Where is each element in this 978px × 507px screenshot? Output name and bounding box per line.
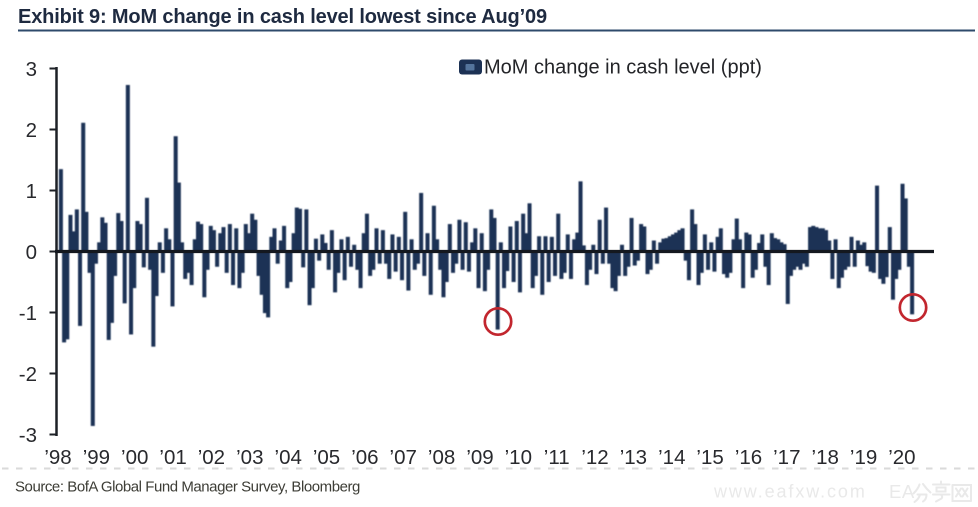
svg-text:-1: -1 [19,302,37,325]
svg-text:’18: ’18 [812,446,839,469]
svg-text:Exhibit 9: MoM change in cash: Exhibit 9: MoM change in cash level lowe… [18,6,547,28]
svg-text:’15: ’15 [696,446,723,469]
svg-text:’07: ’07 [390,446,417,469]
svg-text:1: 1 [26,180,37,203]
svg-text:www.eafxw.com: www.eafxw.com [713,482,867,502]
svg-text:’05: ’05 [313,446,340,469]
svg-text:’01: ’01 [159,446,186,469]
svg-text:’98: ’98 [44,446,71,469]
svg-text:’12: ’12 [581,446,608,469]
svg-text:2: 2 [26,119,37,142]
svg-text:’02: ’02 [198,446,225,469]
svg-text:-3: -3 [19,424,37,447]
svg-text:’03: ’03 [236,446,263,469]
svg-text:EA: EA [889,481,915,502]
svg-text:’10: ’10 [505,446,532,469]
svg-text:3: 3 [26,58,37,81]
svg-text:-2: -2 [19,363,37,386]
svg-text:Source: BofA Global Fund Manag: Source: BofA Global Fund Manager Survey,… [15,479,360,496]
svg-text:’06: ’06 [351,446,378,469]
svg-text:’20: ’20 [888,446,915,469]
svg-text:MoM change in cash level (ppt): MoM change in cash level (ppt) [484,57,762,79]
svg-text:’08: ’08 [428,446,455,469]
svg-text:’17: ’17 [773,446,800,469]
svg-text:’11: ’11 [544,446,570,469]
svg-text:’16: ’16 [735,446,762,469]
svg-text:’00: ’00 [121,446,148,469]
svg-text:’04: ’04 [275,446,302,469]
svg-text:’14: ’14 [658,446,685,469]
svg-text:’19: ’19 [850,446,877,469]
svg-text:’13: ’13 [620,446,647,469]
svg-text:0: 0 [26,241,37,264]
svg-text:’99: ’99 [83,446,110,469]
svg-text:’09: ’09 [466,446,493,469]
